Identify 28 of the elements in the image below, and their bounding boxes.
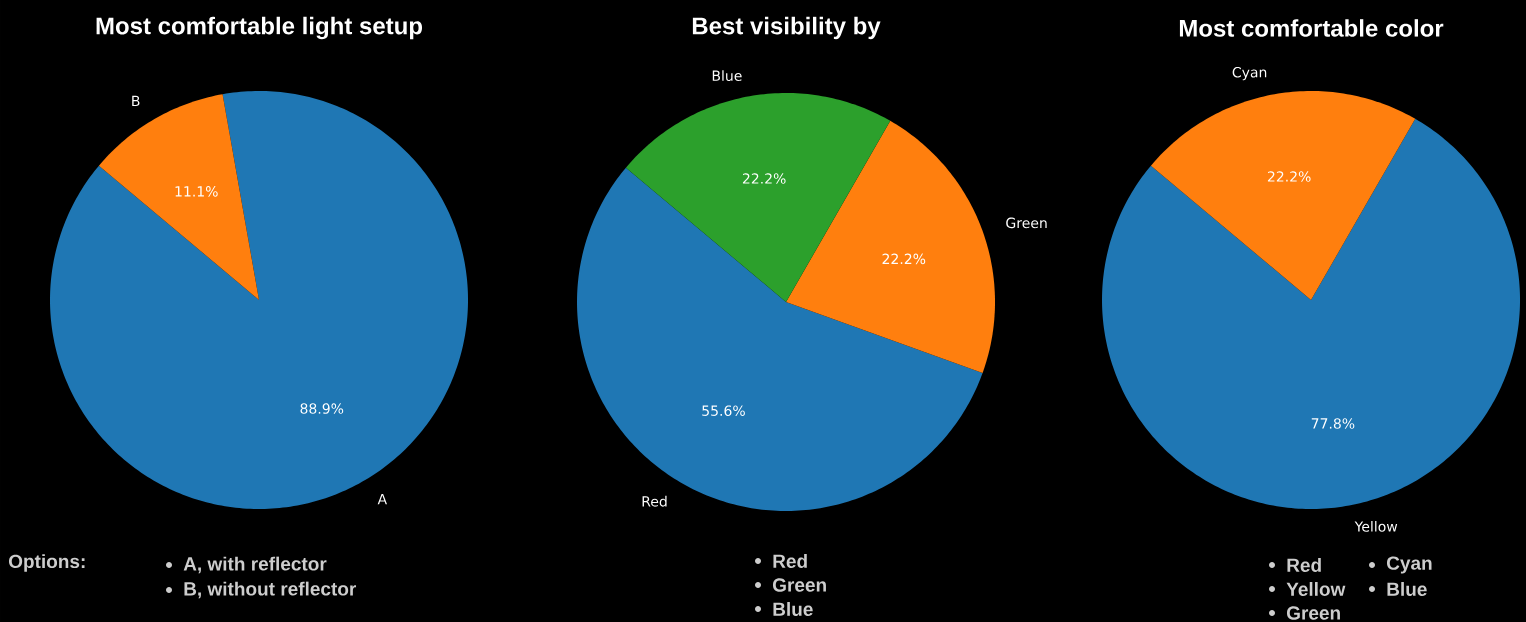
- text: Options:: [8, 554, 85, 572]
- data-label: 55.6%: [702, 405, 745, 416]
- text: Red: [1287, 558, 1321, 572]
- text: Red: [773, 554, 807, 568]
- chart-title: Most comfortable color: [1179, 19, 1444, 37]
- text: Cyan: [1387, 556, 1432, 574]
- text: Yellow: [1286, 582, 1346, 596]
- slice-label: Yellow: [1354, 520, 1398, 532]
- text: Green: [1287, 606, 1340, 620]
- text: Blue: [1387, 582, 1427, 596]
- slice-label: Cyan: [1232, 66, 1267, 81]
- slice-label: Red: [642, 495, 667, 507]
- text: Blue: [773, 602, 813, 616]
- data-label: 22.2%: [882, 253, 926, 265]
- slice-label: A: [377, 493, 388, 505]
- chart-title: Most comfortable light setup: [96, 16, 423, 40]
- text: Green: [772, 578, 826, 592]
- data-label: 77.8%: [1311, 418, 1355, 429]
- text: B, without reflector: [184, 581, 357, 599]
- text: A, with reflector: [183, 556, 327, 574]
- data-label: 22.2%: [742, 173, 786, 184]
- slice-label: B: [132, 95, 140, 107]
- data-label: 22.2%: [1267, 171, 1311, 182]
- slice-label: Blue: [712, 70, 742, 82]
- data-label: 88.9%: [300, 403, 344, 414]
- slice-label: Green: [1006, 217, 1047, 229]
- chart-title: Best visibility by: [692, 16, 881, 40]
- data-label: 11.1%: [175, 186, 218, 197]
